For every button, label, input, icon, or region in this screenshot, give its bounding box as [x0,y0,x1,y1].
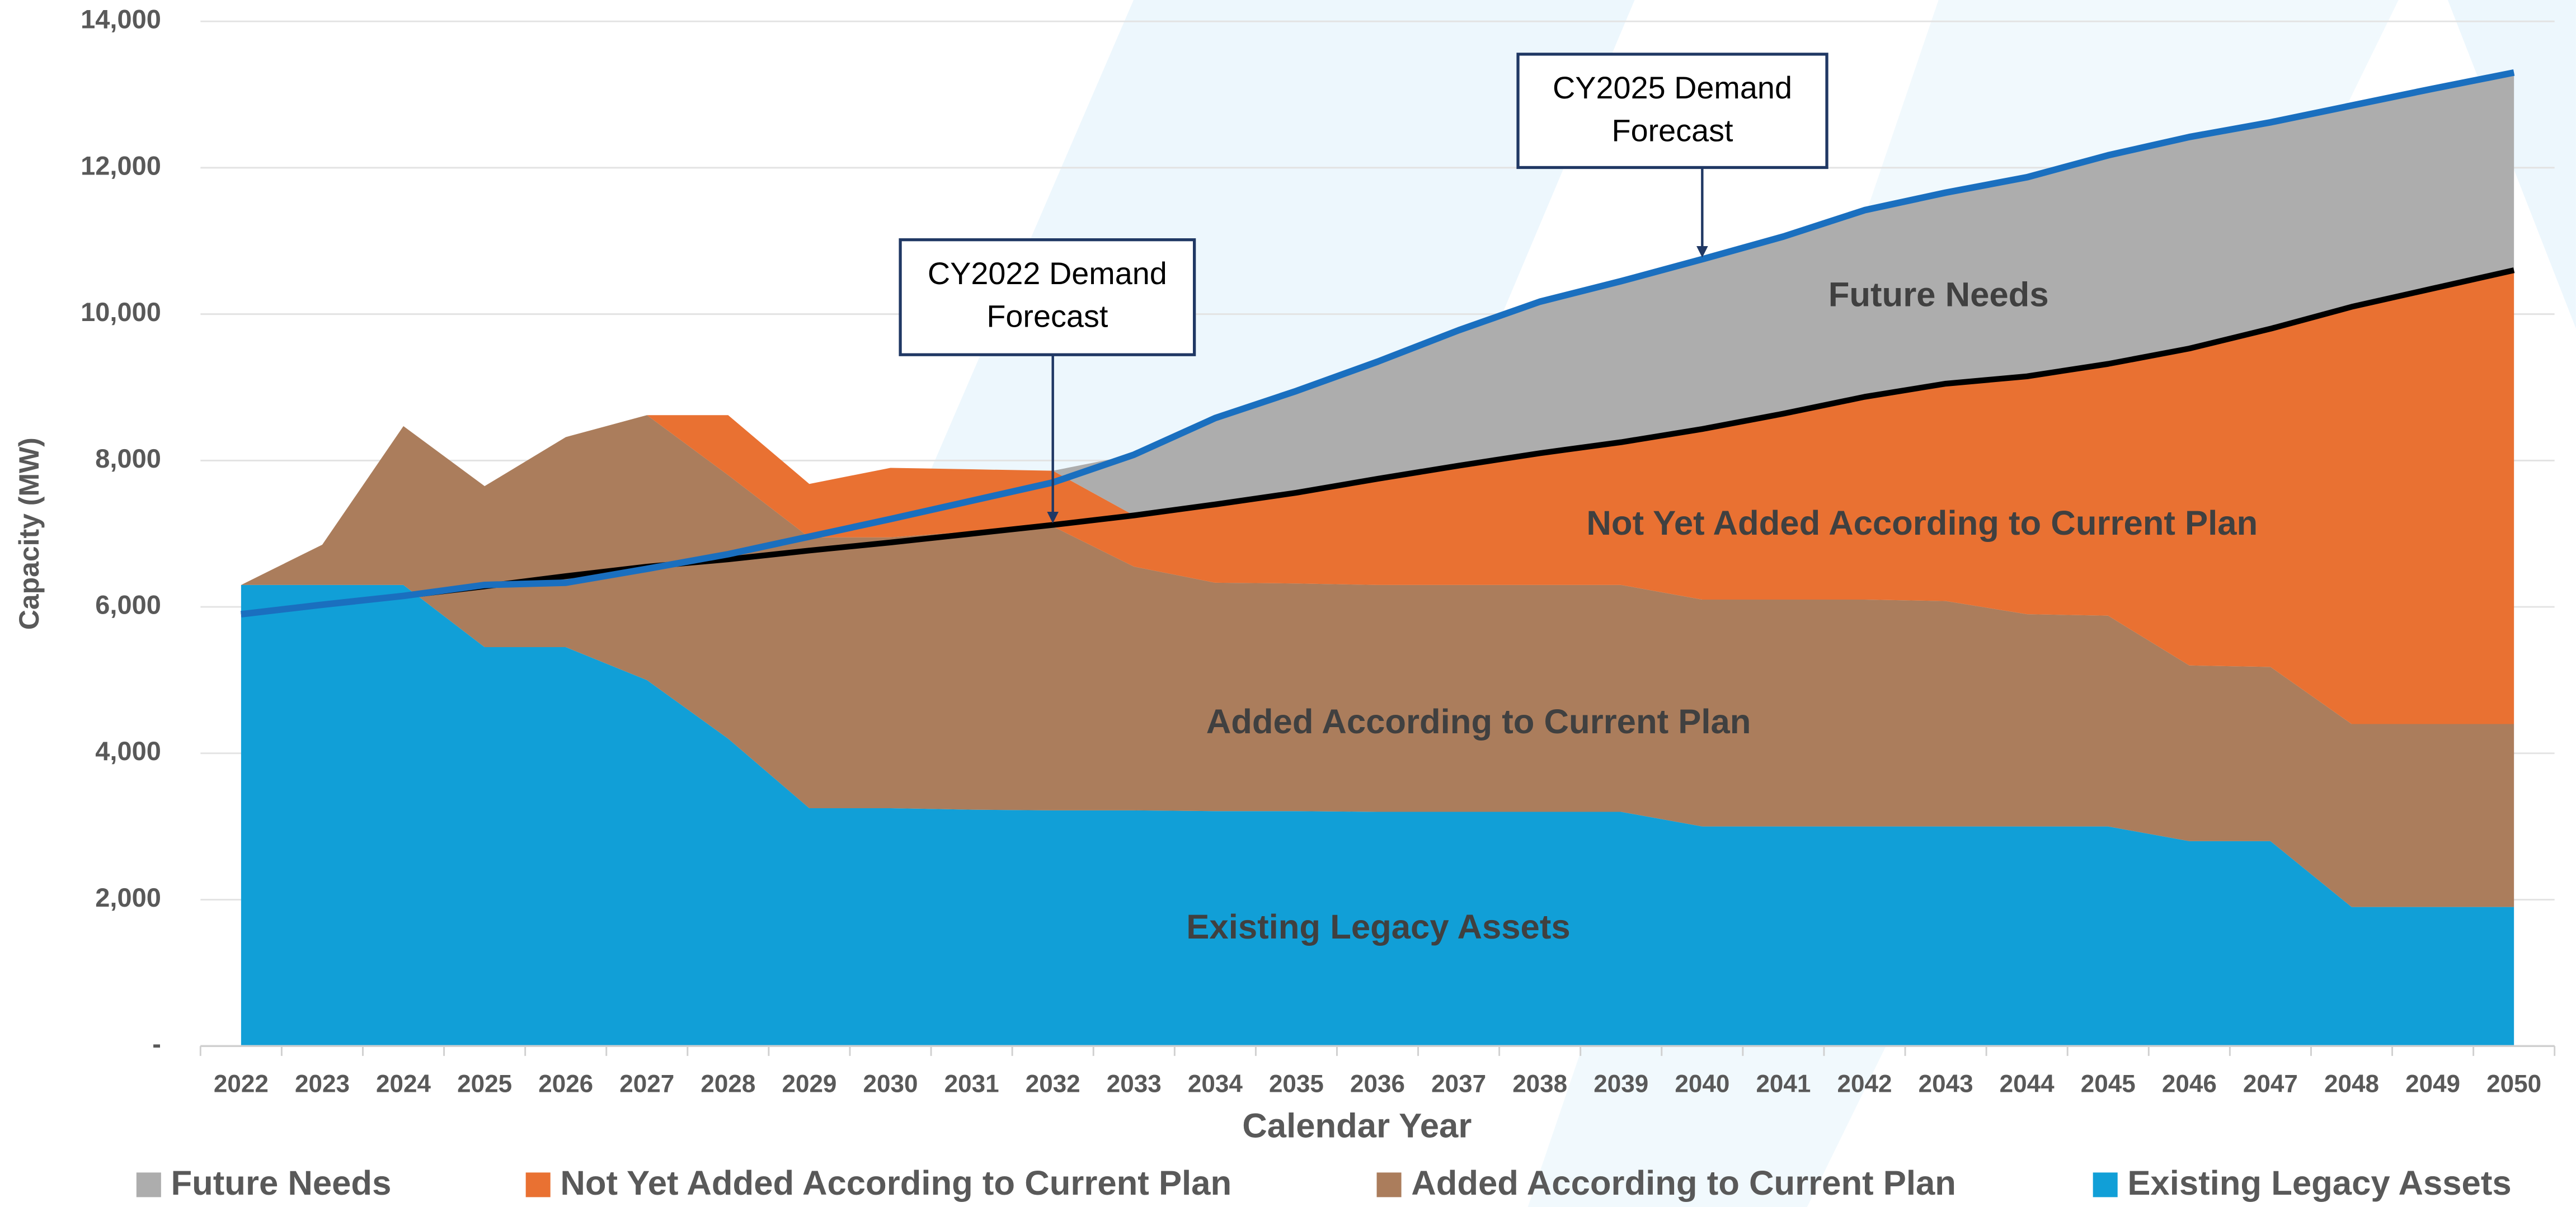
annotation-arrowhead [1047,512,1059,524]
x-tick-label: 2031 [944,1070,999,1097]
legend-label: Not Yet Added According to Current Plan [560,1164,1231,1203]
x-tick-label: 2030 [863,1070,918,1097]
x-tick-label: 2041 [1756,1070,1811,1097]
x-tick-label: 2040 [1675,1070,1729,1097]
y-tick-label: 12,000 [81,150,161,180]
y-tick-label: - [152,1029,161,1059]
area-label: Future Needs [1828,276,2049,314]
x-tick-label: 2042 [1837,1070,1892,1097]
forecast-line [241,267,2515,617]
x-tick-label: 2024 [376,1070,431,1097]
x-tick-label: 2026 [538,1070,593,1097]
annotation-text: CY2022 Demand Forecast [927,257,1167,335]
x-tick-label: 2028 [701,1070,755,1097]
x-tick-label: 2047 [2243,1070,2298,1097]
forecast-line [241,69,2515,618]
x-tick-label: 2034 [1188,1070,1243,1097]
legend-swatch [525,1172,551,1197]
area-label: Added According to Current Plan [1206,702,1751,741]
legend-label: Future Needs [171,1164,391,1203]
x-tick-label: 2025 [457,1070,512,1097]
labels: CY2022 Demand Forecast CY2025 Demand Fore… [899,53,2258,946]
x-tick-label: 2050 [2486,1070,2541,1097]
annotation: CY2025 Demand Forecast [1553,71,1793,149]
x-tick-label: 2045 [2081,1070,2136,1097]
area-label: Existing Legacy Assets [1186,908,1570,946]
x-tick-label: 2048 [2324,1070,2379,1097]
y-tick-label: 4,000 [95,736,161,766]
y-axis-title: Capacity (MW) [13,437,45,630]
legend-label: Added According to Current Plan [1411,1164,1956,1203]
x-axis-title: Calendar Year [1242,1106,1472,1145]
area [241,584,2514,1046]
x-tick-label: 2046 [2162,1070,2217,1097]
x-tick-label: 2049 [2405,1070,2460,1097]
y-tick-label: 6,000 [95,590,161,619]
annotation-text: CY2025 Demand Forecast [1553,71,1793,149]
area [241,72,2514,585]
y-tick-label: 10,000 [81,297,161,327]
x-tick-label: 2035 [1269,1070,1324,1097]
legend-swatch [2093,1172,2118,1197]
annotation-box [899,238,1196,356]
annotation-box [1516,53,1828,169]
y-tick-label: 2,000 [95,883,161,912]
area-label: Not Yet Added According to Current Plan [1586,504,2258,543]
annotation: CY2022 Demand Forecast [927,257,1167,335]
x-tick-label: 2022 [214,1070,269,1097]
x-tick-label: 2043 [1919,1070,1973,1097]
x-tick-label: 2032 [1026,1070,1080,1097]
annotation-arrowhead [1696,246,1708,258]
x-tick-label: 2023 [295,1070,350,1097]
x-tick-label: 2038 [1512,1070,1567,1097]
x-tick-label: 2033 [1107,1070,1162,1097]
y-tick-label: 8,000 [95,444,161,473]
x-tick-label: 2029 [782,1070,836,1097]
legend-label: Existing Legacy Assets [2127,1164,2511,1203]
legend-swatch [1376,1172,1402,1197]
x-tick-label: 2036 [1350,1070,1405,1097]
lines [241,69,2515,618]
axes: - 2,000 4,000 6,000 8,000 10,000 12,000 14,000 2… [81,4,2556,1097]
x-tick-label: 2037 [1431,1070,1486,1097]
x-tick-label: 2044 [2000,1070,2055,1097]
x-tick-label: 2027 [619,1070,674,1097]
legend-swatch [136,1172,161,1197]
y-tick-label: 14,000 [81,4,161,34]
x-tick-label: 2039 [1593,1070,1648,1097]
